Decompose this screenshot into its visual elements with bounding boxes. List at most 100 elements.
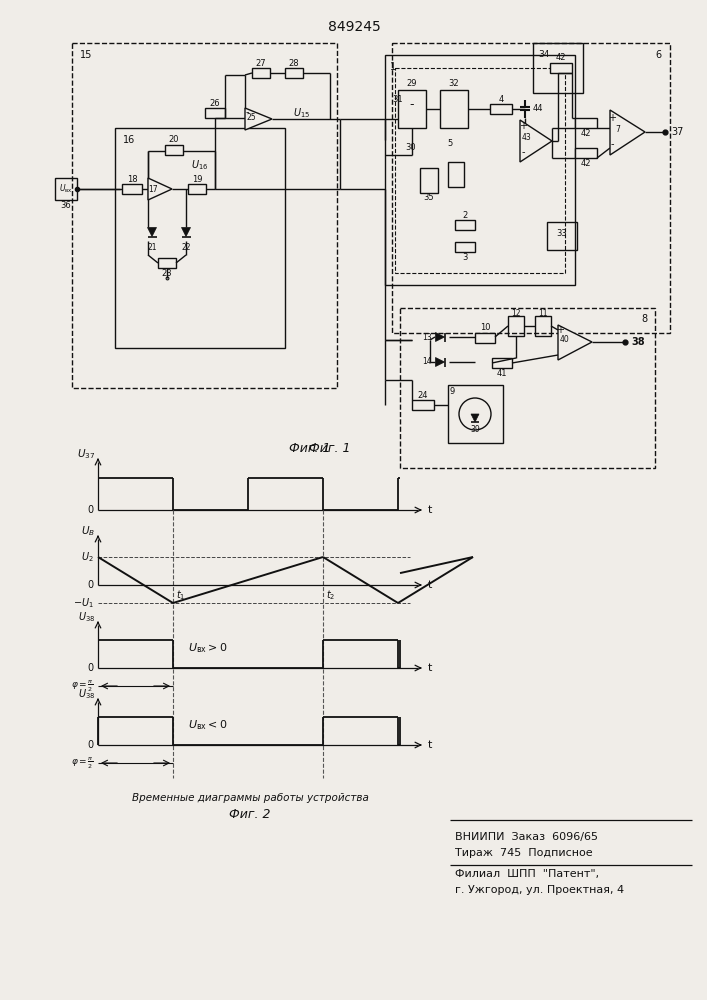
Text: 42: 42	[580, 128, 591, 137]
Polygon shape	[520, 120, 552, 162]
Bar	[285, 68, 303, 78]
Text: 3: 3	[462, 252, 468, 261]
Polygon shape	[148, 228, 156, 236]
Text: 34: 34	[538, 50, 549, 59]
Bar	[448, 162, 464, 187]
Text: $\varphi{=}\frac{\pi}{2}$: $\varphi{=}\frac{\pi}{2}$	[71, 755, 94, 771]
Bar	[420, 168, 438, 193]
Bar	[575, 148, 597, 158]
Text: Филиал  ШПП  "Патент",: Филиал ШПП "Патент",	[455, 869, 599, 879]
Text: 39: 39	[470, 426, 480, 434]
Bar	[392, 43, 670, 333]
Text: 33: 33	[556, 229, 568, 237]
Text: -: -	[521, 147, 525, 157]
Text: $U_{37}$: $U_{37}$	[77, 447, 95, 461]
Bar	[492, 358, 512, 368]
Bar	[535, 316, 551, 336]
Text: г. Ужгород, ул. Проектная, 4: г. Ужгород, ул. Проектная, 4	[455, 885, 624, 895]
Text: $U_B$: $U_B$	[81, 524, 95, 538]
Text: 11: 11	[538, 308, 548, 318]
Text: 0: 0	[88, 580, 94, 590]
Text: 30: 30	[405, 143, 416, 152]
Text: Тираж  745  Подписное: Тираж 745 Подписное	[455, 848, 592, 858]
Text: 19: 19	[192, 174, 202, 184]
Text: $U_{16}$: $U_{16}$	[192, 158, 209, 172]
Text: t: t	[428, 740, 433, 750]
Text: 4: 4	[498, 95, 503, 104]
Text: 5: 5	[448, 138, 452, 147]
Text: 29: 29	[407, 79, 417, 88]
Bar	[188, 184, 206, 194]
Text: 13: 13	[422, 332, 432, 342]
Text: $-U_1$: $-U_1$	[73, 596, 94, 610]
Bar	[122, 184, 142, 194]
Bar	[448, 385, 503, 443]
Bar	[547, 222, 577, 250]
Text: 40: 40	[560, 336, 570, 344]
Text: 38: 38	[631, 337, 645, 347]
Text: $U_2$: $U_2$	[81, 550, 94, 564]
Text: -: -	[610, 139, 614, 149]
Bar	[400, 308, 655, 468]
Bar	[55, 178, 77, 200]
Text: $t_1$: $t_1$	[176, 588, 185, 602]
Text: Временные диаграммы работы устройства: Временные диаграммы работы устройства	[132, 793, 368, 803]
Bar	[398, 90, 426, 128]
Polygon shape	[182, 228, 190, 236]
Text: t: t	[428, 580, 433, 590]
Text: 20: 20	[169, 135, 180, 144]
Text: $\varphi{=}\frac{\pi}{2}$: $\varphi{=}\frac{\pi}{2}$	[71, 678, 94, 694]
Bar	[575, 118, 597, 128]
Bar	[490, 104, 512, 114]
Text: 7: 7	[616, 125, 621, 134]
Text: $U_{38}$: $U_{38}$	[78, 687, 95, 701]
Bar	[550, 63, 572, 73]
Polygon shape	[610, 110, 645, 155]
Text: 36: 36	[61, 200, 71, 210]
Text: t: t	[428, 663, 433, 673]
Polygon shape	[471, 414, 479, 422]
Text: 16: 16	[123, 135, 135, 145]
Text: $U_{15}$: $U_{15}$	[293, 106, 310, 120]
Text: 42: 42	[556, 53, 566, 62]
Bar	[165, 145, 183, 155]
Polygon shape	[436, 332, 445, 342]
Text: 25: 25	[246, 113, 256, 122]
Bar	[440, 90, 468, 128]
Text: $U_{\text{вх}}<0$: $U_{\text{вх}}<0$	[188, 718, 228, 732]
Text: 15: 15	[80, 50, 93, 60]
Text: t: t	[428, 505, 433, 515]
Text: +: +	[608, 113, 616, 123]
Text: 17: 17	[148, 184, 158, 194]
Bar	[455, 220, 475, 230]
Bar	[475, 333, 495, 343]
Text: 27: 27	[256, 58, 267, 68]
Text: 35: 35	[423, 194, 434, 202]
Text: 0: 0	[88, 505, 94, 515]
Text: 10: 10	[480, 324, 490, 332]
Text: ВНИИПИ  Заказ  6096/65: ВНИИПИ Заказ 6096/65	[455, 832, 598, 842]
Bar	[412, 400, 434, 410]
Bar	[115, 128, 285, 348]
Bar	[533, 43, 583, 93]
Text: $U_{\text{вх}}>0$: $U_{\text{вх}}>0$	[188, 641, 228, 655]
Bar	[252, 68, 270, 78]
Text: $U_{\text{вх}}$: $U_{\text{вх}}$	[59, 183, 73, 195]
Text: -: -	[410, 99, 414, 111]
Text: 14: 14	[422, 358, 432, 366]
Text: 44: 44	[533, 104, 544, 113]
Bar	[395, 68, 565, 273]
Text: 42: 42	[580, 158, 591, 167]
Polygon shape	[148, 178, 172, 200]
Text: -: -	[245, 107, 249, 117]
Text: 23: 23	[162, 268, 173, 277]
Text: 43: 43	[522, 133, 532, 142]
Text: 31: 31	[392, 96, 402, 104]
Polygon shape	[558, 325, 592, 360]
Bar	[385, 55, 575, 285]
Bar	[72, 43, 337, 388]
Text: Фиг. 2: Фиг. 2	[229, 808, 271, 822]
Bar	[205, 108, 225, 118]
Text: 26: 26	[210, 99, 221, 107]
Text: 22: 22	[182, 243, 192, 252]
